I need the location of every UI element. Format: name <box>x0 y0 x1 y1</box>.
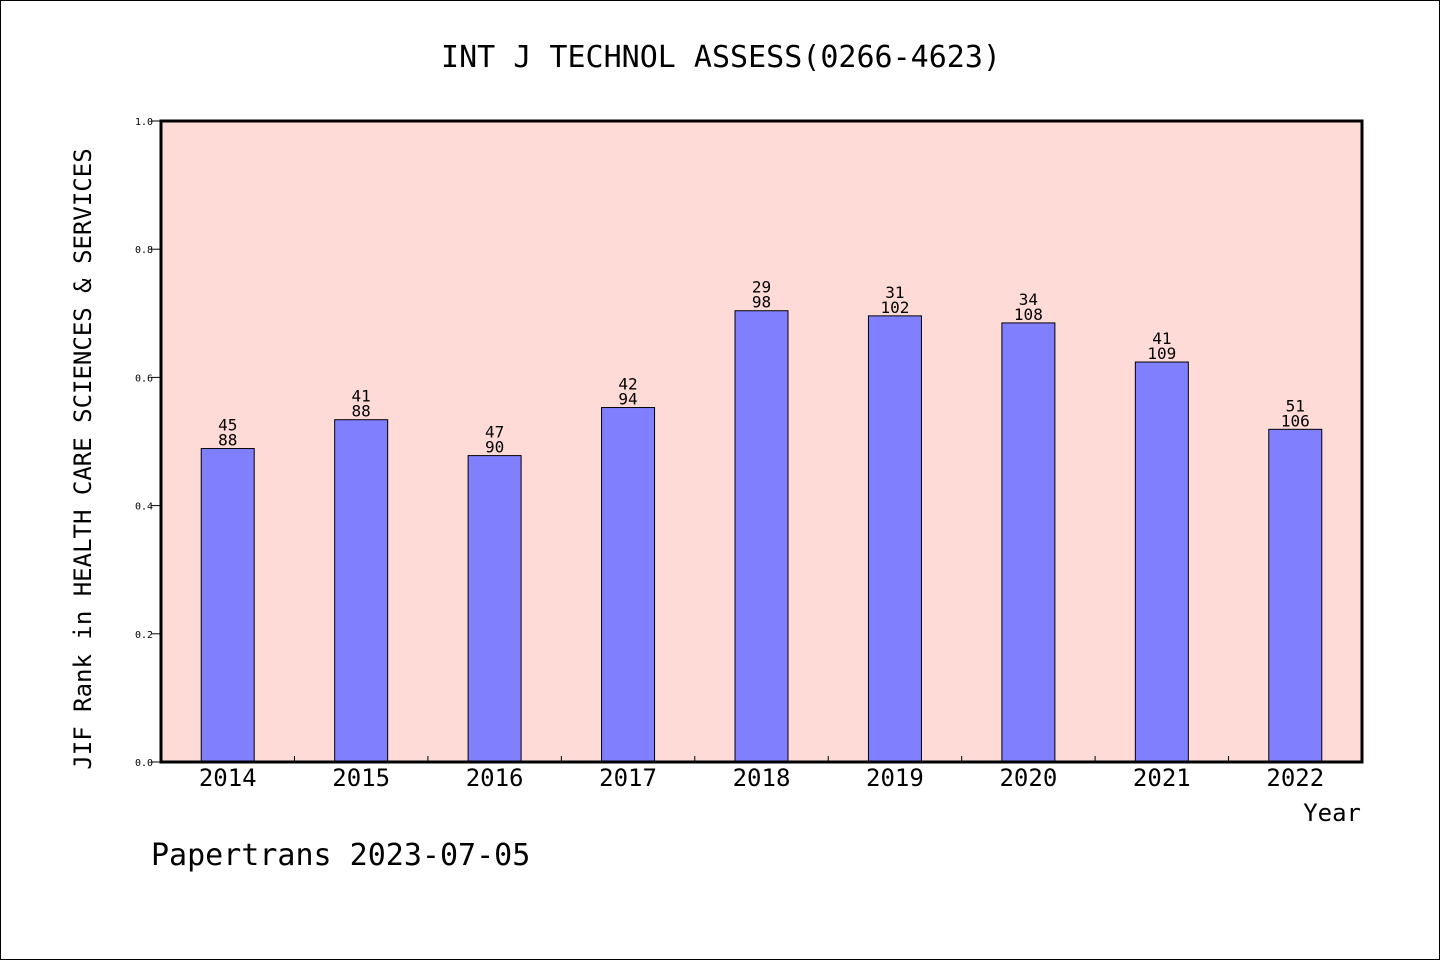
bar-2016 <box>467 455 522 763</box>
x-tick-label-2022: 2022 <box>1266 764 1324 792</box>
x-axis-ticks: 2014 2015 2016 2017 2018 2019 2020 2021 2022 <box>199 756 1324 792</box>
chart-title: INT J TECHNOL ASSESS(0266-4623) <box>441 40 1001 75</box>
rank-label-2022: 51 <box>1286 396 1305 415</box>
total-label-2021: 109 <box>1147 344 1176 363</box>
rank-label-2021: 41 <box>1152 329 1171 348</box>
x-tick-label-2016: 2016 <box>466 764 524 792</box>
bar-2017 <box>601 407 656 763</box>
y-tick-label: 0.6 <box>135 373 153 384</box>
y-tick-label: 0.2 <box>135 630 153 641</box>
footer-text: Papertrans 2023-07-05 <box>151 838 530 873</box>
x-tick-label-2014: 2014 <box>199 764 257 792</box>
rank-label-2019: 31 <box>885 283 904 302</box>
total-label-2018: 98 <box>752 293 771 312</box>
rank-label-2016: 47 <box>485 423 504 442</box>
rank-label-2018: 29 <box>752 278 771 297</box>
total-label-2017: 94 <box>618 390 637 409</box>
bar-2019 <box>867 315 922 763</box>
rank-label-2017: 42 <box>618 375 637 394</box>
y-tick-label: 0.4 <box>135 502 153 513</box>
x-axis-label: Year <box>1303 799 1361 827</box>
x-tick-label-2019: 2019 <box>866 764 924 792</box>
plot-border <box>159 119 1364 764</box>
bar-2022 <box>1268 428 1323 763</box>
bar-2015 <box>334 419 389 763</box>
bar-2014 <box>200 448 255 763</box>
x-tick-label-2015: 2015 <box>332 764 390 792</box>
y-axis-label: JIF Rank in HEALTH CARE SCIENCES & SERVI… <box>69 148 97 769</box>
rank-label-2020: 34 <box>1019 290 1038 309</box>
total-label-2015: 88 <box>352 402 371 421</box>
rank-label-2014: 45 <box>218 416 237 435</box>
bar-2021 <box>1134 361 1189 763</box>
y-tick-label: 0.0 <box>135 758 153 769</box>
total-label-2020: 108 <box>1014 305 1043 324</box>
total-label-2014: 88 <box>218 431 237 450</box>
y-tick-label: 0.8 <box>135 245 153 256</box>
bar-2018 <box>734 310 789 763</box>
x-tick-label-2020: 2020 <box>999 764 1057 792</box>
x-tick-label-2021: 2021 <box>1133 764 1191 792</box>
y-tick-label: 1.0 <box>135 117 153 128</box>
x-tick-label-2017: 2017 <box>599 764 657 792</box>
total-label-2016: 90 <box>485 438 504 457</box>
total-label-2019: 102 <box>880 298 909 317</box>
y-axis-ticks: 0.0 0.2 0.4 0.6 0.8 1.0 <box>135 117 161 769</box>
rank-label-2015: 41 <box>352 387 371 406</box>
bar-2020 <box>1001 322 1056 763</box>
total-label-2022: 106 <box>1281 411 1310 430</box>
x-tick-label-2018: 2018 <box>733 764 791 792</box>
